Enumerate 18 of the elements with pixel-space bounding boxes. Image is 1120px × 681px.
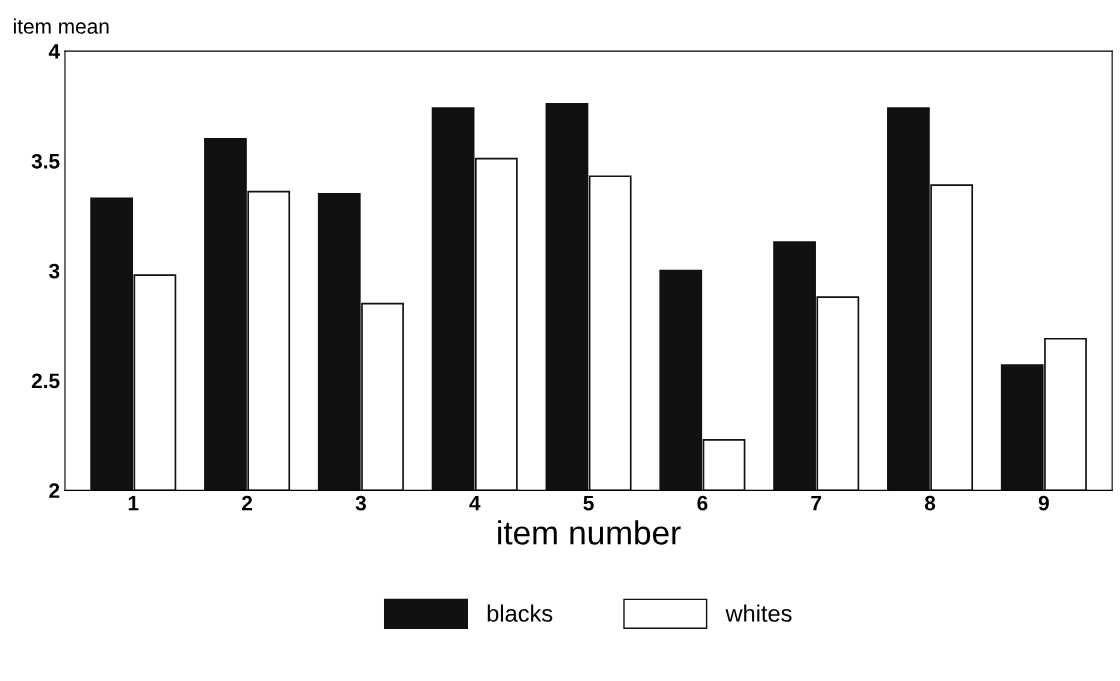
x-tick-label: 7 bbox=[811, 495, 822, 511]
y-tick-label: 2.5 bbox=[31, 373, 60, 389]
x-tick-label: 2 bbox=[242, 495, 253, 511]
y-tick-label: 2 bbox=[49, 483, 60, 498]
legend-label: blacks bbox=[487, 604, 553, 622]
x-tick-label: 5 bbox=[583, 495, 594, 511]
y-tick-label: 3 bbox=[48, 263, 60, 279]
x-tick-label: 4 bbox=[469, 495, 481, 511]
x-tick-label: 1 bbox=[128, 495, 139, 511]
y-axis-title: item mean bbox=[13, 18, 109, 34]
x-tick-label: 9 bbox=[1038, 495, 1049, 511]
x-tick-label: 8 bbox=[924, 495, 936, 511]
x-tick-label: 3 bbox=[355, 495, 366, 511]
legend-label: whites bbox=[725, 604, 792, 622]
y-tick-label: 3.5 bbox=[31, 153, 60, 169]
x-tick-label: 6 bbox=[697, 495, 708, 511]
y-tick-label: 4 bbox=[48, 44, 60, 59]
x-axis-title: item number bbox=[498, 520, 681, 545]
